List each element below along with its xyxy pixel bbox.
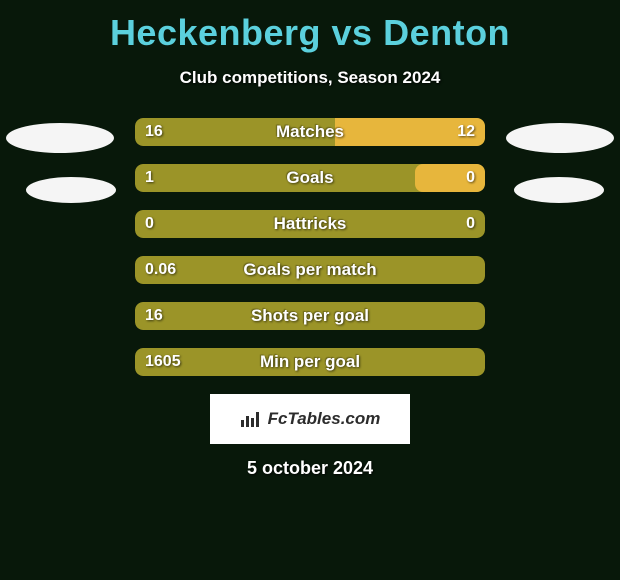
bar-right-value: 0: [466, 164, 475, 192]
bar-row-min-per-goal: 1605 Min per goal: [135, 348, 485, 376]
bar-chart-icon: [240, 410, 262, 428]
bar-right-value: 0: [466, 210, 475, 238]
bar-label: Goals: [135, 164, 485, 192]
bar-row-hattricks: 0 Hattricks 0: [135, 210, 485, 238]
date-text: 5 october 2024: [0, 458, 620, 479]
bar-label: Matches: [135, 118, 485, 146]
page-title: Heckenberg vs Denton: [0, 0, 620, 54]
bar-label: Hattricks: [135, 210, 485, 238]
brand-text: FcTables.com: [268, 409, 381, 429]
brand-box: FcTables.com: [210, 394, 410, 444]
bar-right-value: 12: [457, 118, 475, 146]
player-left-avatar-2: [26, 177, 116, 203]
bar-row-goals-per-match: 0.06 Goals per match: [135, 256, 485, 284]
player-right-avatar-2: [514, 177, 604, 203]
subtitle: Club competitions, Season 2024: [0, 68, 620, 88]
bar-row-shots-per-goal: 16 Shots per goal: [135, 302, 485, 330]
player-right-avatar-1: [506, 123, 614, 153]
comparison-bars: 16 Matches 12 1 Goals 0 0 Hattricks 0 0.…: [135, 118, 485, 376]
bar-label: Shots per goal: [135, 302, 485, 330]
bar-row-matches: 16 Matches 12: [135, 118, 485, 146]
bar-row-goals: 1 Goals 0: [135, 164, 485, 192]
bar-label: Goals per match: [135, 256, 485, 284]
player-left-avatar-1: [6, 123, 114, 153]
bar-label: Min per goal: [135, 348, 485, 376]
